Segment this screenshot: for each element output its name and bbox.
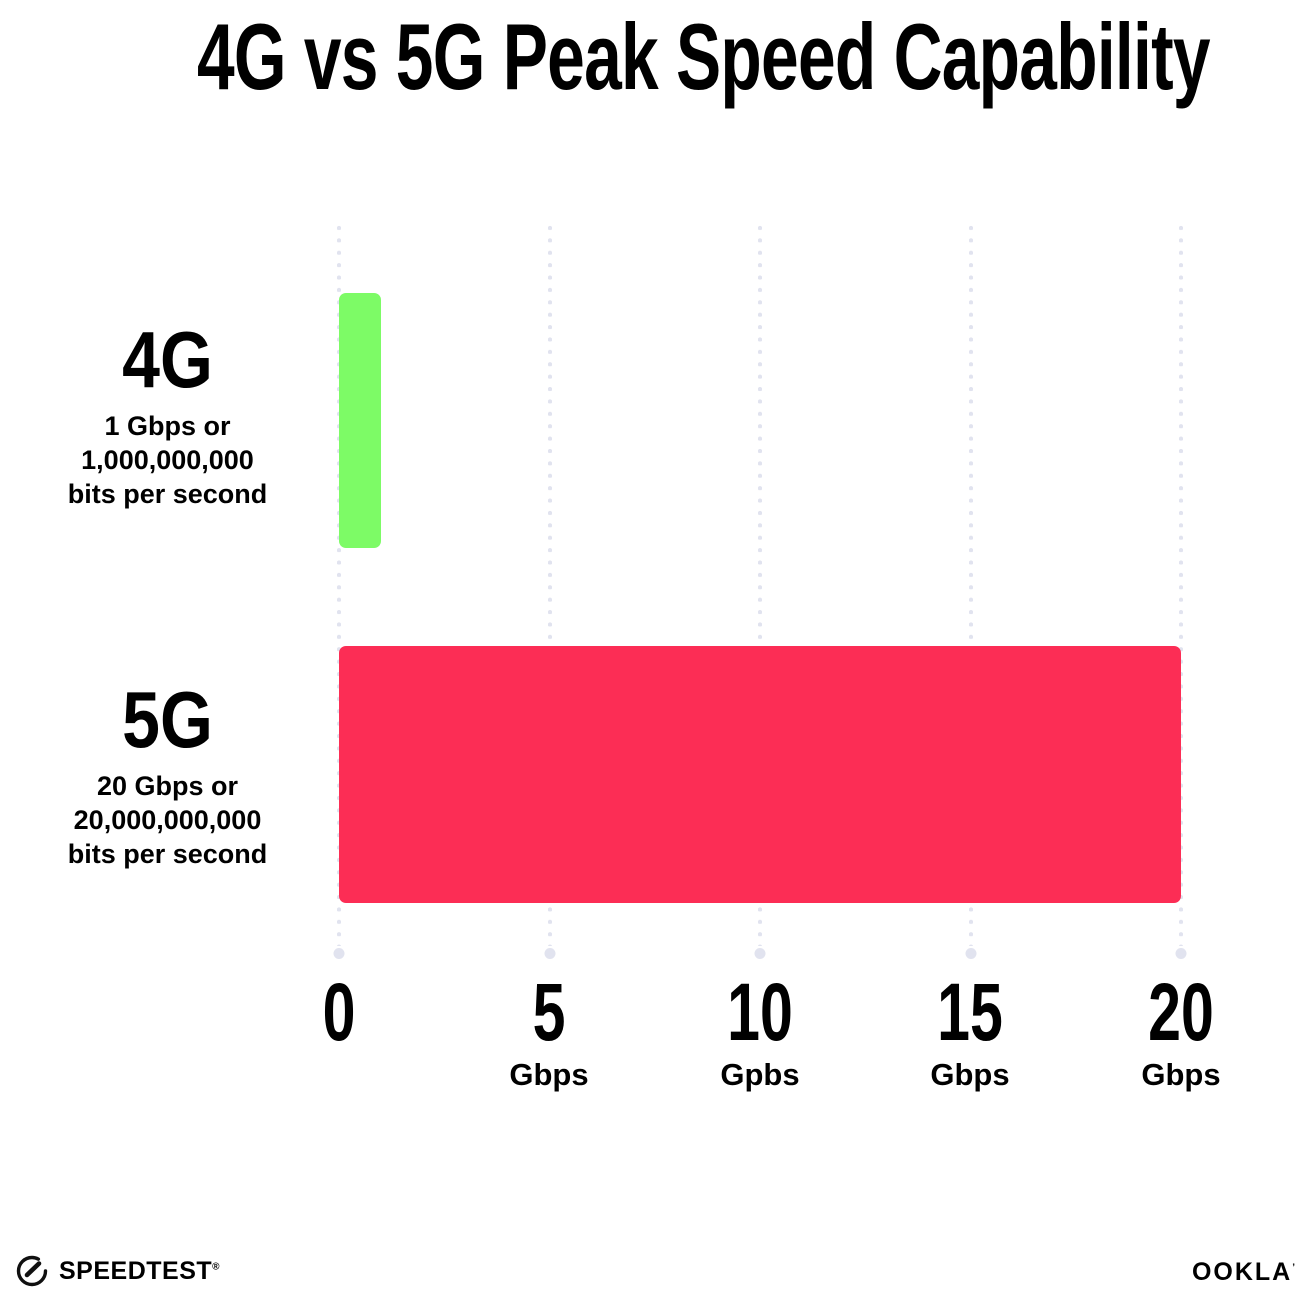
gridline-20: [1175, 222, 1187, 959]
x-tick-number: 5: [532, 967, 566, 1058]
x-tick-unit: Gpbs: [720, 1057, 800, 1092]
ookla-trademark-mark: ’: [1292, 1262, 1295, 1274]
x-tick-unit: Gbps: [1141, 1057, 1221, 1092]
x-tick-number: 20: [1148, 967, 1214, 1058]
speedtest-wordmark: SPEEDTEST®: [59, 1257, 220, 1286]
x-tick-0: 0: [219, 972, 459, 1093]
sublabel-line: 1,000,000,000: [81, 445, 254, 475]
gridline-15: [965, 222, 976, 959]
bar-4g: [339, 293, 382, 548]
x-tick-5: 5 Gbps: [429, 972, 669, 1093]
x-tick-15: 15 Gbps: [850, 972, 1090, 1093]
ookla-logo: OOKLA’: [1192, 1258, 1295, 1287]
speedtest-gauge-icon: [14, 1253, 50, 1289]
sublabel-line: bits per second: [67, 839, 268, 869]
category-name-5g: 5G: [122, 675, 213, 764]
x-tick-20: 20 Gbps: [1061, 972, 1301, 1093]
sublabel-line: bits per second: [67, 479, 268, 509]
plot-area: [333, 222, 1187, 959]
x-tick-number: 15: [937, 967, 1003, 1058]
ookla-wordmark: OOKLA: [1191, 1258, 1293, 1286]
gridline-0: [333, 222, 345, 959]
category-label-5g: 5G 20 Gbps or 20,000,000,000 bits per se…: [25, 680, 310, 871]
x-tick-unit: Gbps: [930, 1057, 1010, 1092]
category-label-4g: 4G 1 Gbps or 1,000,000,000 bits per seco…: [25, 320, 310, 511]
x-tick-number: 0: [322, 967, 356, 1058]
chart-title: 4G vs 5G Peak Speed Capability: [196, 4, 1211, 109]
category-sublabel-5g: 20 Gbps or 20,000,000,000 bits per secon…: [25, 769, 310, 871]
speedtest-registered-mark: ®: [212, 1261, 220, 1273]
x-tick-unit: [219, 1056, 459, 1093]
speedtest-logo: SPEEDTEST®: [14, 1253, 220, 1289]
sublabel-line: 1 Gbps or: [104, 411, 231, 441]
gridline-10: [754, 222, 766, 959]
bar-5g: [339, 646, 1181, 903]
chart-title-wrap: 4G vs 5G Peak Speed Capability: [0, 4, 1308, 109]
x-tick-10: 10 Gpbs: [640, 972, 880, 1093]
speedtest-wordmark-text: SPEEDTEST: [59, 1256, 213, 1285]
category-name-4g: 4G: [122, 315, 213, 404]
sublabel-line: 20,000,000,000: [73, 805, 262, 835]
x-tick-number: 10: [727, 967, 793, 1058]
category-sublabel-4g: 1 Gbps or 1,000,000,000 bits per second: [25, 409, 310, 511]
gridline-5: [544, 222, 555, 959]
sublabel-line: 20 Gbps or: [96, 771, 239, 801]
x-tick-unit: Gbps: [509, 1057, 589, 1092]
